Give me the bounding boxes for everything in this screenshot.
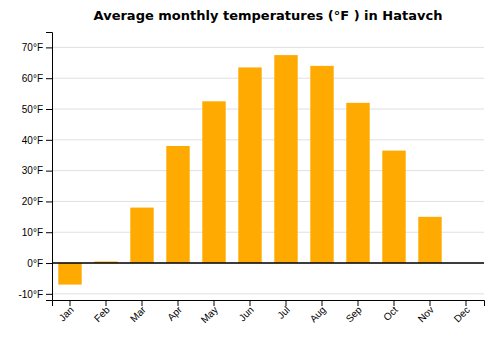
- y-tick: 20°F: [22, 196, 52, 207]
- x-tick-label: Jun: [237, 304, 256, 323]
- bar: [202, 101, 225, 263]
- x-tick-label: Sep: [344, 304, 365, 325]
- x-axis: Jan Feb Mar Apr May Jun Jul Aug Sep Oct Nov Dec: [53, 300, 485, 325]
- x-tick-mark: [358, 300, 359, 306]
- y-tick-label: 70°F: [22, 42, 43, 53]
- x-tick-mark: [394, 300, 395, 306]
- x-tick-label: Oct: [381, 304, 400, 323]
- y-tick: 50°F: [22, 104, 52, 115]
- y-axis-line: [46, 33, 53, 301]
- bar: [130, 208, 153, 263]
- y-tick-label: -10°F: [18, 289, 43, 300]
- y-tick-label: 30°F: [22, 165, 43, 176]
- y-tick: 70°F: [22, 42, 52, 53]
- y-tick-mark: [46, 232, 52, 233]
- y-tick: -10°F: [18, 289, 52, 300]
- x-tick-label: Mar: [128, 304, 148, 324]
- y-tick-mark: [46, 201, 52, 202]
- x-tick: Jul: [275, 300, 292, 321]
- y-tick-label: 60°F: [22, 73, 43, 84]
- x-tick: Aug: [308, 300, 328, 324]
- x-tick-mark: [430, 300, 431, 306]
- x-tick-mark: [106, 300, 107, 306]
- y-tick: 0°F: [27, 258, 52, 269]
- x-tick-label: May: [199, 304, 220, 325]
- grid: [52, 47, 484, 293]
- y-axis: -10°F 0°F 10°F 20°F 30°F 40°F 50°F 60°F 70°F: [18, 33, 52, 301]
- x-tick: Jun: [237, 300, 256, 323]
- x-tick-label: Dec: [452, 304, 472, 324]
- x-tick-mark: [322, 300, 323, 306]
- x-tick: Feb: [92, 300, 112, 324]
- x-tick-label: Aug: [308, 304, 328, 324]
- x-tick-mark: [286, 300, 287, 306]
- x-tick: Oct: [381, 300, 400, 323]
- y-tick-mark: [46, 78, 52, 79]
- bar: [418, 217, 441, 263]
- y-tick-mark: [46, 171, 52, 172]
- y-tick-mark: [46, 294, 52, 295]
- grid-line: [52, 293, 484, 294]
- x-tick-label: Feb: [92, 304, 112, 324]
- bar: [310, 66, 333, 263]
- grid-line: [52, 263, 484, 264]
- y-tick-label: 40°F: [22, 135, 43, 146]
- grid-line: [52, 201, 484, 202]
- chart-svg: -10°F 0°F 10°F 20°F 30°F 40°F 50°F 60°F 70°F Jan F…: [0, 0, 500, 350]
- y-tick: 10°F: [22, 227, 52, 238]
- grid-line: [52, 47, 484, 48]
- grid-line: [52, 109, 484, 110]
- zero-line: [52, 262, 484, 264]
- y-tick: 60°F: [22, 73, 52, 84]
- x-tick-mark: [70, 300, 71, 306]
- bar: [58, 263, 81, 285]
- x-tick-mark: [466, 300, 467, 306]
- y-tick-label: 20°F: [22, 196, 43, 207]
- grid-line: [52, 78, 484, 79]
- y-tick: 40°F: [22, 135, 52, 146]
- bar: [238, 67, 261, 263]
- bar: [382, 151, 405, 263]
- y-tick-mark: [46, 263, 52, 264]
- grid-line: [52, 170, 484, 171]
- y-tick-mark: [46, 47, 52, 48]
- x-axis-line: [53, 301, 485, 307]
- x-tick-label: Jan: [57, 304, 76, 323]
- bar: [274, 55, 297, 263]
- x-tick: Jan: [57, 300, 76, 323]
- x-tick-mark: [142, 300, 143, 306]
- x-tick-label: Nov: [416, 304, 436, 324]
- y-tick-mark: [46, 140, 52, 141]
- bar: [166, 146, 189, 263]
- bars: [58, 55, 441, 284]
- x-tick: Nov: [416, 300, 436, 324]
- x-tick: Dec: [452, 300, 472, 324]
- y-tick-label: 0°F: [27, 258, 43, 269]
- y-tick: 30°F: [22, 165, 52, 176]
- y-tick-mark: [46, 109, 52, 110]
- x-tick: Mar: [128, 300, 148, 324]
- x-tick: Sep: [344, 300, 365, 324]
- title: Average monthly temperatures (°F ) in Ha…: [94, 8, 443, 23]
- x-tick-mark: [214, 300, 215, 306]
- x-tick-label: Apr: [165, 304, 184, 323]
- grid-line: [52, 139, 484, 140]
- y-tick-label: 50°F: [22, 104, 43, 115]
- bar: [346, 103, 369, 263]
- x-tick-mark: [178, 300, 179, 306]
- x-tick: May: [199, 300, 220, 325]
- x-tick-mark: [250, 300, 251, 306]
- x-tick: Apr: [165, 300, 184, 323]
- x-tick-label: Jul: [275, 304, 292, 321]
- chart-container: -10°F 0°F 10°F 20°F 30°F 40°F 50°F 60°F 70°F Jan F…: [0, 0, 500, 350]
- plot-area: -10°F 0°F 10°F 20°F 30°F 40°F 50°F 60°F 70°F Jan F…: [18, 33, 484, 326]
- y-tick-label: 10°F: [22, 227, 43, 238]
